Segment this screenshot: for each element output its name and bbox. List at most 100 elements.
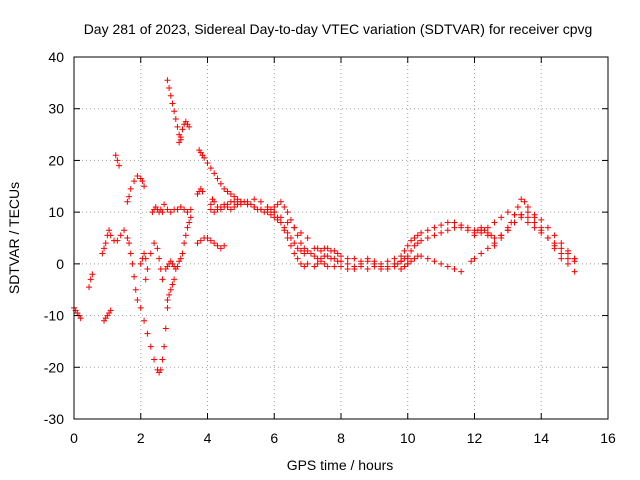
data-point [438, 260, 445, 267]
data-point [131, 273, 138, 280]
data-point [127, 250, 134, 257]
data-point [179, 250, 186, 257]
data-point [197, 237, 204, 244]
data-point [204, 235, 211, 241]
data-point [141, 317, 148, 324]
data-point [291, 224, 298, 231]
y-tick-label: -30 [44, 411, 64, 427]
data-point [431, 224, 438, 231]
data-point [142, 255, 149, 262]
data-point [544, 224, 551, 231]
data-point [101, 245, 108, 252]
y-tick-label: 30 [48, 101, 64, 117]
data-point [478, 250, 485, 257]
data-point [159, 209, 166, 216]
x-axis-label: GPS time / hours [287, 457, 394, 473]
series-arc-s [194, 235, 228, 252]
series-arc-h [137, 304, 171, 376]
data-point [521, 198, 528, 205]
data-point [404, 260, 411, 267]
data-point [166, 85, 173, 92]
data-point [317, 258, 324, 265]
data-point [234, 196, 241, 203]
data-point [271, 203, 278, 210]
data-point [186, 123, 193, 130]
data-point [444, 263, 451, 270]
series-arc-g [126, 240, 141, 304]
data-point [564, 247, 571, 254]
data-point [227, 191, 234, 198]
data-point [162, 325, 169, 332]
data-point [274, 214, 281, 221]
data-point [231, 193, 238, 200]
data-point [171, 276, 178, 283]
data-point [424, 227, 431, 234]
data-point [287, 216, 294, 223]
data-point [314, 260, 321, 267]
data-point [504, 209, 511, 216]
data-point [384, 266, 391, 273]
data-point [304, 235, 311, 241]
data-point [139, 178, 146, 185]
data-point [471, 255, 478, 262]
y-tick-label: 20 [48, 152, 64, 168]
data-point [211, 170, 218, 177]
data-point [404, 253, 411, 260]
data-point [147, 250, 154, 257]
data-point [558, 250, 565, 257]
data-point [544, 235, 551, 241]
data-point [451, 224, 458, 231]
data-point [214, 206, 221, 213]
data-point [277, 198, 284, 205]
data-point [458, 268, 465, 275]
data-point [571, 268, 578, 275]
series-arc-k [137, 250, 149, 267]
series-arc-b [86, 271, 96, 291]
data-point [271, 209, 278, 216]
data-point [287, 242, 294, 249]
tick-labels: 0 2 4 6 8 10 12 14 16 -30 -20 -10 0 10 20 30 40 [44, 49, 616, 446]
data-point [364, 266, 371, 273]
data-point [231, 198, 238, 205]
data-point [478, 224, 485, 231]
data-point [156, 255, 163, 262]
chart-title: Day 281 of 2023, Sidereal Day-to-day VTE… [84, 21, 593, 37]
data-point [411, 255, 418, 262]
series-arc-n [176, 118, 193, 146]
x-tick-label: 2 [137, 430, 145, 446]
series-arc-a [71, 304, 84, 322]
data-point [174, 206, 181, 213]
data-point [141, 250, 148, 257]
data-point [116, 162, 123, 169]
data-point [161, 201, 168, 208]
x-tick-label: 6 [270, 430, 278, 446]
data-point [284, 235, 291, 241]
x-tick-label: 10 [400, 430, 416, 446]
data-point [169, 100, 176, 107]
data-point [102, 240, 109, 247]
data-point [176, 139, 183, 146]
data-point [244, 201, 251, 208]
data-point [551, 232, 558, 239]
data-point [251, 203, 258, 210]
data-point [364, 258, 371, 265]
data-point [237, 198, 244, 205]
data-point [132, 286, 139, 293]
data-point [297, 247, 304, 254]
data-point [161, 343, 168, 350]
data-point [207, 201, 214, 208]
x-tick-label: 4 [204, 430, 212, 446]
data-point [471, 232, 478, 239]
data-point [408, 258, 415, 265]
data-point [558, 255, 565, 262]
data-point [518, 196, 525, 203]
data-point [167, 92, 174, 99]
data-point [331, 247, 338, 254]
y-tick-label: 0 [56, 256, 64, 272]
data-point [207, 165, 214, 172]
data-point [484, 229, 491, 236]
data-point [89, 271, 96, 278]
data-point [211, 198, 218, 205]
data-point [267, 206, 274, 213]
data-point [174, 263, 181, 270]
